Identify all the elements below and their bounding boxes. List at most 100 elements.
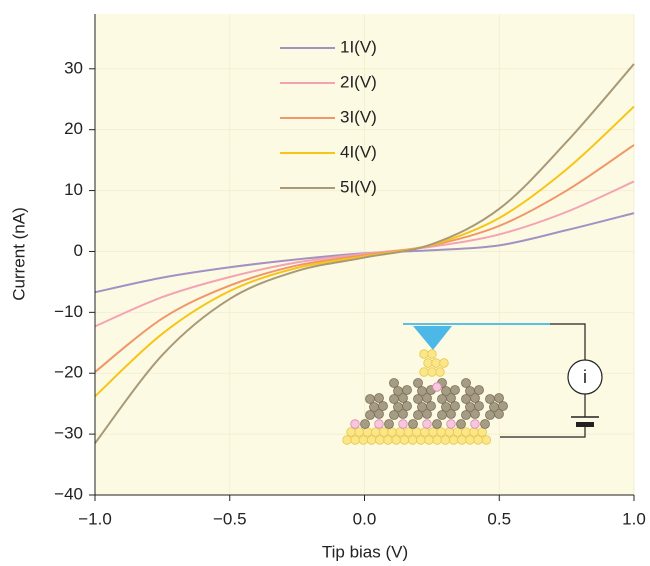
atom [403, 427, 414, 437]
atom [393, 402, 403, 412]
atom [432, 419, 442, 429]
atom [417, 402, 427, 412]
atom [474, 385, 484, 395]
y-tick-label: 10 [64, 180, 83, 199]
legend-label: 1I(V) [340, 37, 377, 56]
atom [477, 427, 487, 437]
y-tick-label: −10 [54, 302, 83, 321]
atom [402, 385, 412, 395]
atom [457, 435, 467, 445]
atom [387, 427, 397, 437]
atom [402, 401, 412, 411]
atom [342, 435, 352, 445]
atom [498, 401, 508, 411]
atom [485, 410, 495, 420]
legend: 1I(V) 2I(V) 3I(V) 4I(V) 5I(V) [280, 37, 377, 196]
atom [437, 394, 447, 404]
atom [369, 402, 379, 412]
x-tick-label: −0.5 [213, 509, 247, 528]
atom [485, 394, 495, 404]
atom [469, 427, 479, 437]
atom [426, 401, 436, 411]
y-tick-label: −20 [54, 363, 83, 382]
atom [350, 435, 360, 445]
atom [375, 435, 385, 445]
y-tick-label: 20 [64, 119, 83, 138]
atom [383, 435, 393, 445]
series-line [94, 144, 635, 373]
stm-inset: i [342, 323, 603, 445]
atom [423, 358, 433, 368]
legend-label: 2I(V) [340, 72, 377, 91]
atom [437, 410, 447, 420]
y-tick-label: 30 [64, 58, 83, 77]
atom [422, 419, 432, 429]
atom [395, 427, 405, 437]
atom [419, 349, 429, 359]
atom [428, 427, 438, 437]
atom [360, 419, 370, 429]
atom [374, 393, 384, 403]
atom [480, 419, 490, 429]
x-tick-label: −1.0 [78, 509, 112, 528]
atom [417, 386, 427, 396]
atom [446, 409, 456, 419]
x-tick-label: 0.5 [487, 509, 511, 528]
y-tick-label: 0 [74, 241, 83, 260]
battery-plate [576, 422, 594, 427]
atom [374, 409, 384, 419]
atom [436, 427, 446, 437]
atom [398, 393, 408, 403]
atom [422, 409, 432, 419]
atom [494, 393, 504, 403]
atom [439, 358, 449, 368]
atom [379, 427, 389, 437]
series-line [94, 63, 635, 444]
atom [399, 435, 410, 445]
atom [391, 435, 401, 445]
atoms [342, 349, 508, 445]
atom [427, 349, 437, 359]
atom [398, 419, 408, 429]
atom [413, 394, 423, 404]
atom [374, 419, 384, 429]
atom [461, 394, 471, 404]
atom [393, 386, 403, 396]
legend-label: 3I(V) [340, 107, 377, 126]
atom [362, 427, 373, 437]
atom [365, 394, 375, 404]
atom [431, 358, 441, 368]
atom [365, 410, 375, 420]
atom [461, 378, 471, 388]
atom [354, 427, 364, 437]
atom [461, 427, 471, 437]
atom [384, 419, 394, 429]
atom [494, 409, 504, 419]
atom [450, 385, 460, 395]
atom [473, 435, 483, 445]
atom [465, 386, 475, 396]
atom [440, 435, 451, 445]
atom [366, 435, 377, 445]
legend-label: 5I(V) [340, 177, 377, 196]
atom [465, 435, 475, 445]
series-line [94, 105, 635, 398]
atom [370, 427, 381, 437]
atom [435, 367, 445, 377]
atom [408, 419, 418, 429]
atom [407, 435, 418, 445]
atom [389, 394, 399, 404]
atom [448, 435, 459, 445]
atom [450, 401, 460, 411]
x-axis-label: Tip bias (V) [322, 542, 408, 561]
lines [94, 63, 635, 444]
atom [422, 393, 432, 403]
atom [427, 367, 437, 377]
atom [419, 367, 429, 377]
atom [389, 410, 399, 420]
series-line [94, 180, 635, 328]
atom [378, 401, 388, 411]
atom [489, 402, 499, 412]
atom [470, 419, 480, 429]
x-tick-label: 1.0 [622, 509, 646, 528]
